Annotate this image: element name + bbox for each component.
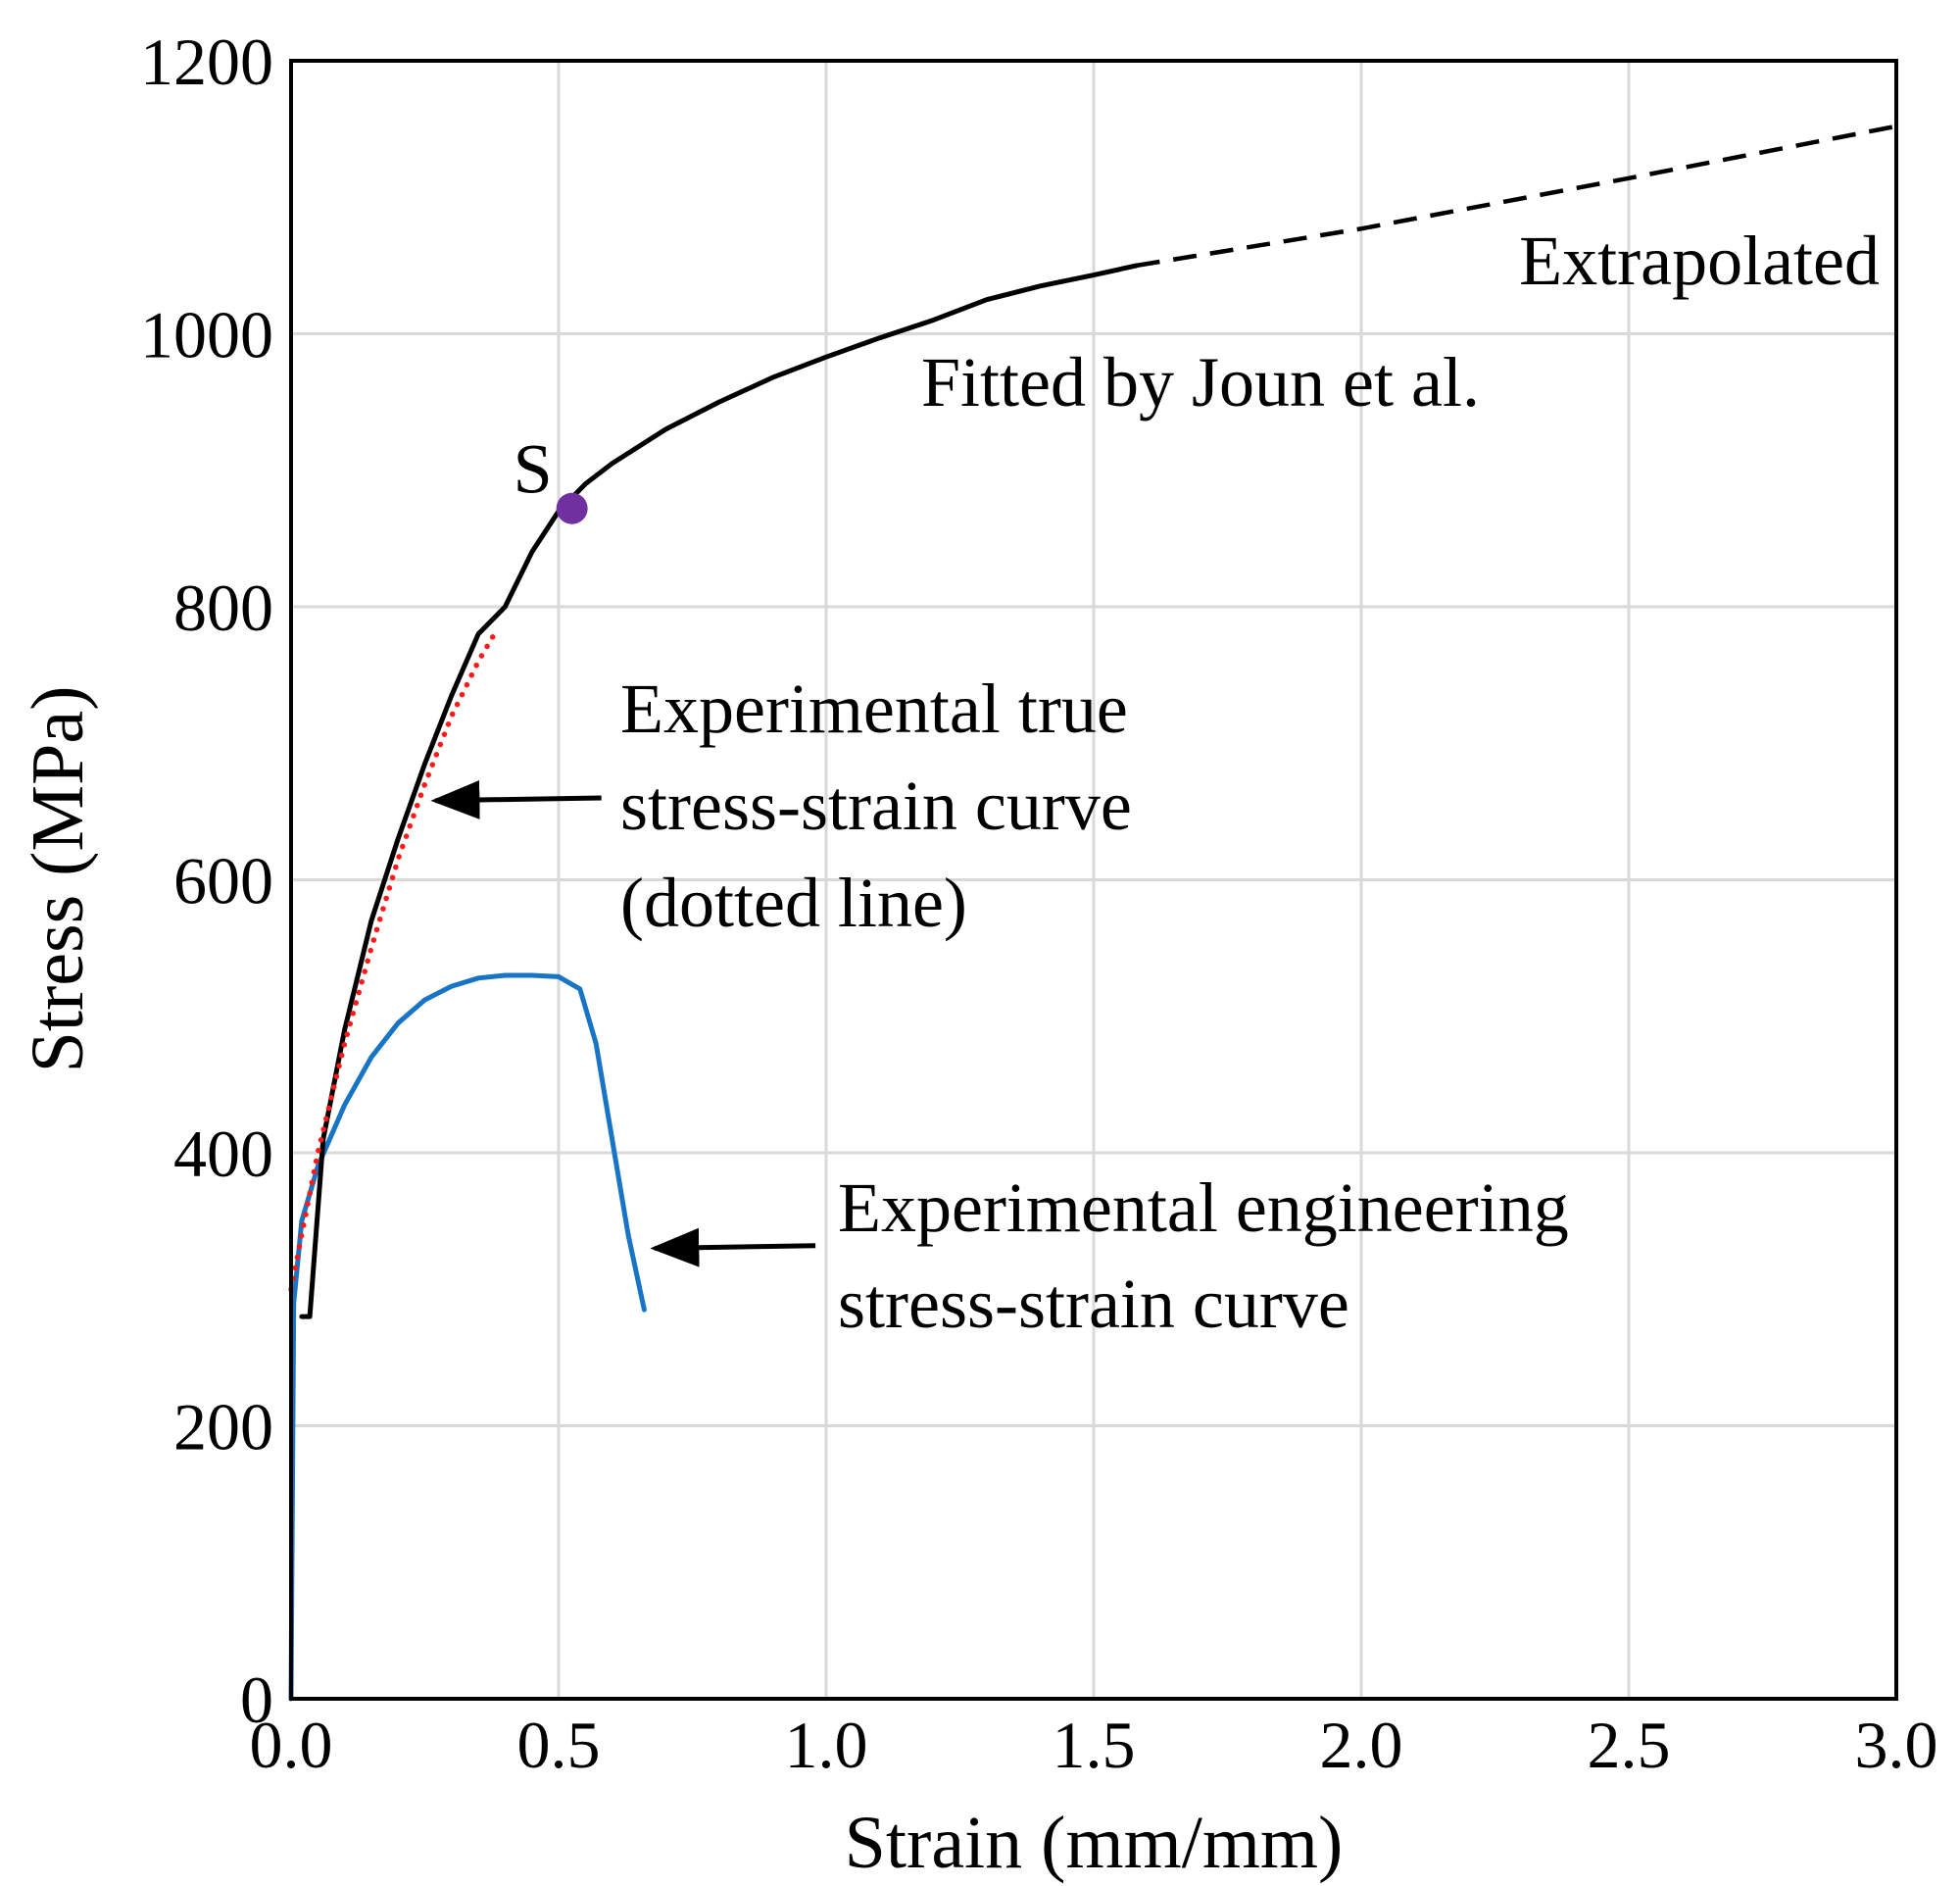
y-tick-label: 1200 <box>140 25 273 99</box>
x-tick-label: 0.0 <box>250 1708 333 1782</box>
grid <box>291 61 1896 1699</box>
y-tick-label: 0 <box>240 1663 273 1737</box>
label-extrapolated: Extrapolated <box>1519 222 1880 300</box>
y-tick-label: 200 <box>173 1390 273 1464</box>
engineering-curve-arrow <box>650 1227 816 1267</box>
x-axis-title: Strain (mm/mm) <box>845 1802 1344 1884</box>
label-true-curve-line3: (dotted line) <box>620 864 967 942</box>
point-marker-s <box>556 492 588 524</box>
label-true-curve-line1: Experimental true <box>620 670 1128 748</box>
x-tick-label: 0.5 <box>517 1708 601 1782</box>
point-label-s: S <box>514 430 553 509</box>
experimental-engineering-series-line <box>288 972 647 1702</box>
x-tick-label: 1.5 <box>1053 1708 1136 1782</box>
x-tick-label: 2.0 <box>1320 1708 1403 1782</box>
label-engineering-curve-line2: stress-strain curve <box>838 1265 1349 1343</box>
experimental-true-series-line <box>288 631 498 1293</box>
y-tick-label: 1000 <box>140 298 273 372</box>
x-tick-label: 2.5 <box>1588 1708 1671 1782</box>
label-true-curve-line2: stress-strain curve <box>620 767 1132 845</box>
y-tick-label: 600 <box>173 844 273 918</box>
label-fitted: Fitted by Joun et al. <box>921 343 1480 422</box>
extrapolated-series-line <box>1136 124 1897 269</box>
y-tick-label: 800 <box>173 571 273 645</box>
tick-labels: 0.0 0.5 1.0 1.5 2.0 2.5 3.0 0 200 400 600 800 1000 12… <box>140 25 1938 1782</box>
y-tick-label: 400 <box>173 1117 273 1191</box>
annotation-arrows <box>430 779 816 1267</box>
label-engineering-curve-line1: Experimental engineering <box>838 1168 1569 1247</box>
true-curve-arrow <box>430 779 602 819</box>
x-tick-label: 1.0 <box>785 1708 868 1782</box>
marked-points: S <box>514 430 588 524</box>
x-tick-label: 3.0 <box>1855 1708 1938 1782</box>
plot-frame <box>289 59 1898 1701</box>
y-axis-title: Stress (MPa) <box>17 686 99 1073</box>
